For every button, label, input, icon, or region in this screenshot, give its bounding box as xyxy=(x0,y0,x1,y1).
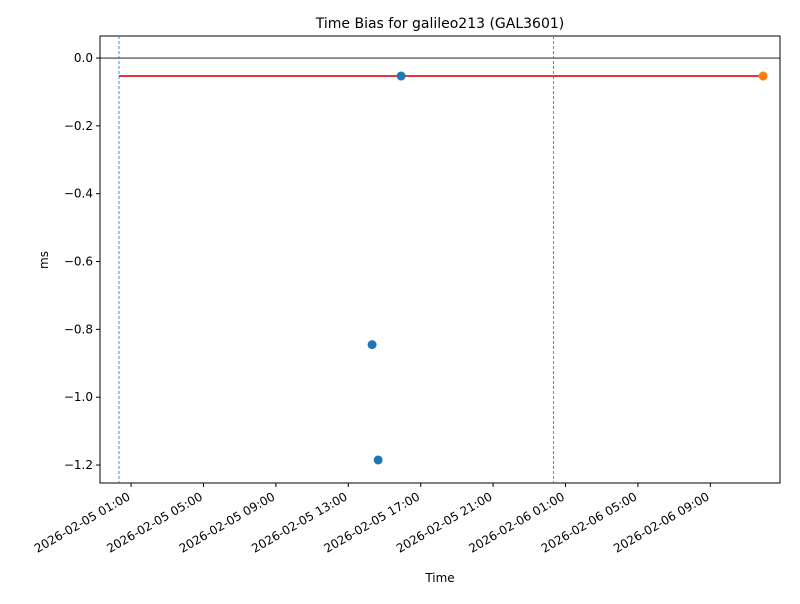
y-tick-label: −1.2 xyxy=(64,458,93,472)
y-tick-label: 0.0 xyxy=(74,51,93,65)
point xyxy=(758,71,768,81)
y-tick-label: −1.0 xyxy=(64,390,93,404)
chart-title: Time Bias for galileo213 (GAL3601) xyxy=(315,16,565,32)
x-axis-label: Time xyxy=(424,571,454,585)
point xyxy=(373,455,383,465)
plot-area xyxy=(99,35,781,484)
y-tick-label: −0.8 xyxy=(64,322,93,336)
y-tick-label: −0.2 xyxy=(64,119,93,133)
y-tick-label: −0.4 xyxy=(64,187,93,201)
point xyxy=(396,71,406,81)
y-tick-label: −0.6 xyxy=(64,255,93,269)
point xyxy=(367,340,377,350)
y-axis-label: ms xyxy=(37,251,51,269)
